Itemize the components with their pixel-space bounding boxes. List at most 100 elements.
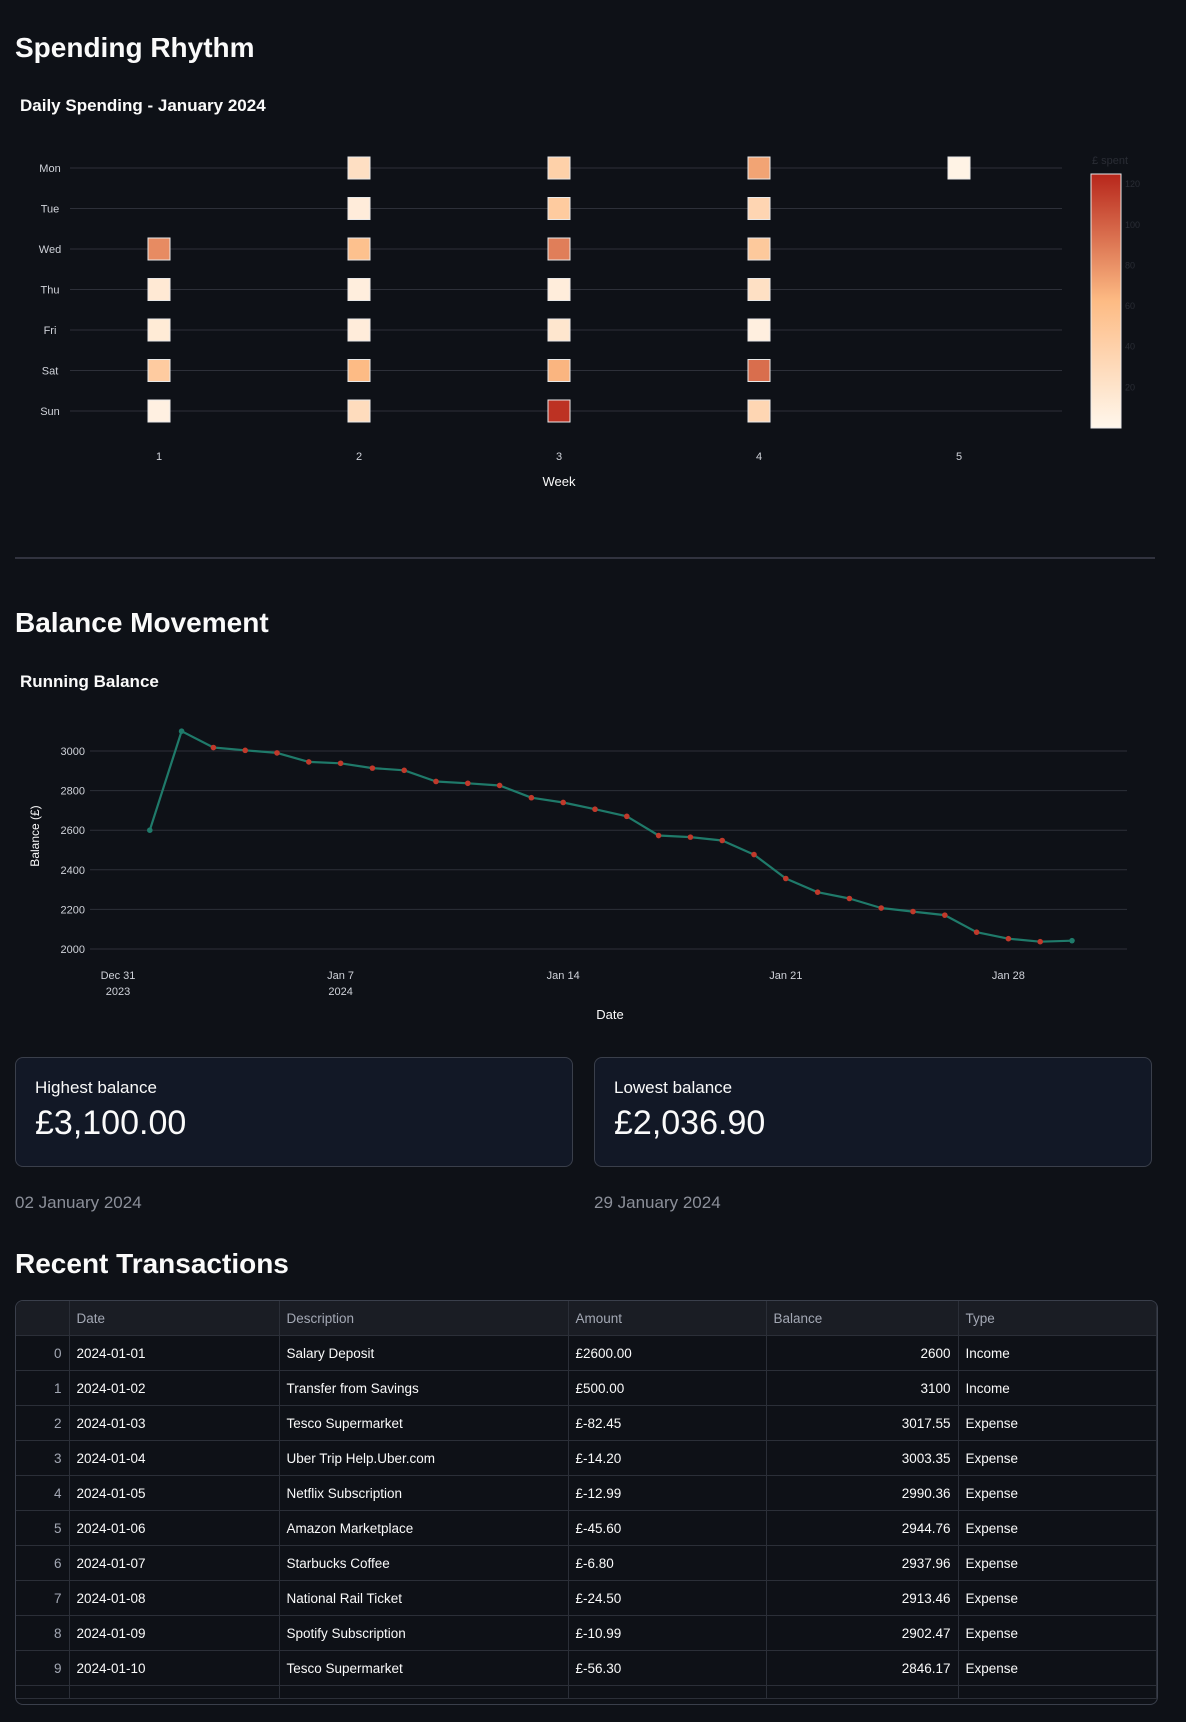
heatmap-x-axis-label: Week xyxy=(543,474,576,489)
cell-amount[interactable]: £-12.99 xyxy=(568,1475,767,1511)
row-index[interactable]: 3 xyxy=(16,1440,70,1476)
cell-amount[interactable]: £-82.45 xyxy=(568,1405,767,1441)
balance-point xyxy=(465,780,471,787)
cell-balance[interactable]: 2902.47 xyxy=(766,1615,959,1651)
heatmap-cell xyxy=(547,399,571,423)
cell-description[interactable]: National Rail Ticket xyxy=(279,1580,569,1616)
table-row[interactable]: 2 2024-01-03 Tesco Supermarket £-82.45 3017.… xyxy=(16,1405,1157,1441)
cell-balance[interactable]: 2944.76 xyxy=(766,1510,959,1546)
cell-type[interactable]: Expense xyxy=(958,1650,1157,1686)
row-index[interactable]: 2 xyxy=(16,1405,70,1441)
cell-date[interactable]: 2024-01-05 xyxy=(69,1475,280,1511)
y-tick-label: 2200 xyxy=(61,904,85,916)
row-index[interactable]: 1 xyxy=(16,1370,70,1406)
cell-type[interactable]: Income xyxy=(958,1335,1157,1371)
cell-description[interactable]: Spotify Subscription xyxy=(279,1615,569,1651)
cell-date[interactable]: 2024-01-03 xyxy=(69,1405,280,1441)
cell-type[interactable]: Expense xyxy=(958,1475,1157,1511)
heatmap-day-label: Fri xyxy=(44,325,57,337)
cell-balance[interactable]: 2990.36 xyxy=(766,1475,959,1511)
column-header-balance[interactable]: Balance xyxy=(766,1301,959,1336)
table-row[interactable]: 6 2024-01-07 Starbucks Coffee £-6.80 2937.96… xyxy=(16,1545,1157,1581)
cell-balance[interactable]: 3017.55 xyxy=(766,1405,959,1441)
cell-amount[interactable]: £-56.30 xyxy=(568,1650,767,1686)
cell-amount[interactable]: £-6.80 xyxy=(568,1545,767,1581)
table-row[interactable]: 7 2024-01-08 National Rail Ticket £-24.50 29… xyxy=(16,1580,1157,1616)
table-row[interactable]: 1 2024-01-02 Transfer from Savings £500.00 3… xyxy=(16,1370,1157,1406)
balance-point xyxy=(751,851,757,858)
heatmap-cell xyxy=(547,156,571,180)
cell-type[interactable]: Expense xyxy=(958,1615,1157,1651)
cell-type[interactable]: Expense xyxy=(958,1545,1157,1581)
cell-amount[interactable]: £-24.50 xyxy=(568,1580,767,1616)
cell-date[interactable]: 2024-01-07 xyxy=(69,1545,280,1581)
cell-type[interactable]: Expense xyxy=(958,1580,1157,1616)
cell-type[interactable]: Income xyxy=(958,1370,1157,1406)
table-row[interactable]: 9 2024-01-10 Tesco Supermarket £-56.30 2846.… xyxy=(16,1650,1157,1686)
metric-caption: 02 January 2024 xyxy=(15,1193,142,1212)
heatmap-week-tick: 3 xyxy=(556,451,562,463)
cell-balance[interactable]: 2937.96 xyxy=(766,1545,959,1581)
cell-description[interactable]: Tesco Supermarket xyxy=(279,1405,569,1441)
balance-point xyxy=(687,834,694,840)
cell-balance[interactable]: 3003.35 xyxy=(766,1440,959,1476)
colorbar-title: £ spent xyxy=(1092,155,1128,167)
row-index[interactable]: 4 xyxy=(16,1475,70,1511)
cell-type[interactable]: Expense xyxy=(958,1440,1157,1476)
cell-date[interactable]: 2024-01-04 xyxy=(69,1440,280,1476)
cell-description[interactable]: Amazon Marketplace xyxy=(279,1510,569,1546)
heatmap-cell xyxy=(747,197,771,220)
cell-description[interactable]: Netflix Subscription xyxy=(279,1475,569,1511)
table-row[interactable]: 0 2024-01-01 Salary Deposit £2600.00 2600 Inc… xyxy=(16,1335,1157,1371)
cell-date[interactable]: 2024-01-06 xyxy=(69,1510,280,1546)
row-index[interactable]: 6 xyxy=(16,1545,70,1581)
cell-type[interactable]: Expense xyxy=(958,1405,1157,1441)
cell-date[interactable]: 2024-01-01 xyxy=(69,1335,280,1371)
table-row[interactable]: 5 2024-01-06 Amazon Marketplace £-45.60 2944… xyxy=(16,1510,1157,1546)
row-index[interactable]: 0 xyxy=(16,1335,70,1371)
cell-description[interactable]: Uber Trip Help.Uber.com xyxy=(279,1440,569,1476)
cell-date[interactable]: 2024-01-02 xyxy=(69,1370,280,1406)
table-row[interactable]: 3 2024-01-04 Uber Trip Help.Uber.com £-14.2… xyxy=(16,1440,1157,1476)
metric-caption: 29 January 2024 xyxy=(594,1193,721,1212)
cell-amount[interactable]: £500.00 xyxy=(568,1370,767,1406)
cell-description[interactable]: Transfer from Savings xyxy=(279,1370,569,1406)
column-header-amount[interactable]: Amount xyxy=(568,1301,767,1336)
row-index[interactable]: 7 xyxy=(16,1580,70,1616)
column-header-date[interactable]: Date xyxy=(69,1301,280,1336)
table-row[interactable]: 4 2024-01-05 Netflix Subscription £-12.99 29… xyxy=(16,1475,1157,1511)
cell-amount[interactable]: £-45.60 xyxy=(568,1510,767,1546)
column-header-description[interactable]: Description xyxy=(279,1301,569,1336)
heatmap-cell xyxy=(547,197,571,220)
cell-date[interactable]: 2024-01-10 xyxy=(69,1650,280,1686)
transactions-table[interactable]: Date Description Amount Balance Type 0 20… xyxy=(15,1300,1158,1705)
table-row[interactable]: 8 2024-01-09 Spotify Subscription £-10.99 29… xyxy=(16,1615,1157,1651)
cell-balance[interactable]: 2846.17 xyxy=(766,1650,959,1686)
cell-balance[interactable]: 2913.46 xyxy=(766,1580,959,1616)
column-header-type[interactable]: Type xyxy=(958,1301,1157,1336)
row-index[interactable]: 8 xyxy=(16,1615,70,1651)
cell-date[interactable]: 2024-01-09 xyxy=(69,1615,280,1651)
row-index[interactable]: 9 xyxy=(16,1650,70,1686)
cell-date[interactable]: 2024-01-08 xyxy=(69,1580,280,1616)
table-row-partial xyxy=(16,1685,1157,1699)
empty-cell xyxy=(279,1685,569,1699)
heatmap-cell xyxy=(747,318,771,342)
cell-amount[interactable]: £2600.00 xyxy=(568,1335,767,1371)
cell-description[interactable]: Starbucks Coffee xyxy=(279,1545,569,1581)
heatmap-week-tick: 5 xyxy=(956,451,962,463)
running-balance-chart: 2000 2200 2400 2600 2800 3000 Dec 31 2023 Jan 7 2… xyxy=(28,728,1127,1022)
heatmap-week-tick: 1 xyxy=(156,451,162,463)
cell-balance[interactable]: 2600 xyxy=(766,1335,959,1371)
balance-point xyxy=(560,799,566,806)
cell-description[interactable]: Tesco Supermarket xyxy=(279,1650,569,1686)
row-index[interactable]: 5 xyxy=(16,1510,70,1546)
cell-amount[interactable]: £-10.99 xyxy=(568,1615,767,1651)
cell-type[interactable]: Expense xyxy=(958,1510,1157,1546)
balance-point xyxy=(1037,938,1043,945)
column-header-index[interactable] xyxy=(16,1301,70,1336)
metric-label: Highest balance xyxy=(35,1078,157,1097)
cell-balance[interactable]: 3100 xyxy=(766,1370,959,1406)
cell-amount[interactable]: £-14.20 xyxy=(568,1440,767,1476)
cell-description[interactable]: Salary Deposit xyxy=(279,1335,569,1371)
